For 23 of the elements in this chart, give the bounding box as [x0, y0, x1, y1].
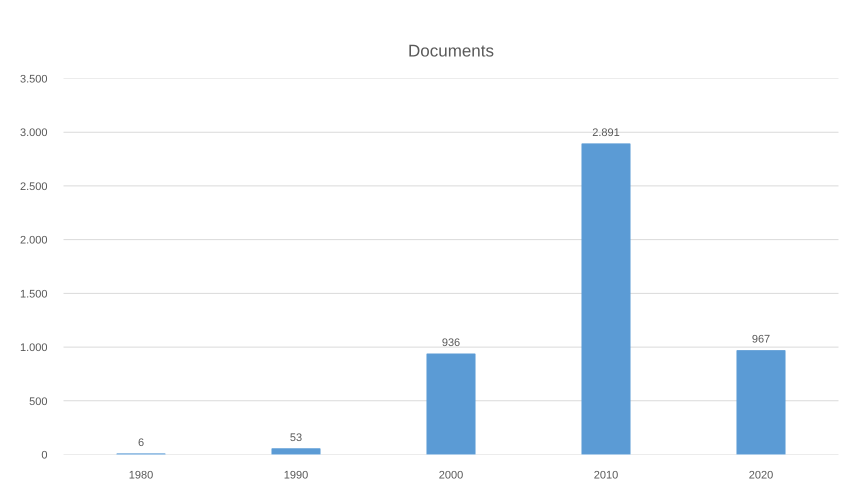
x-tick-label: 1980: [128, 470, 154, 482]
chart-title: Documents: [408, 42, 494, 60]
bar: [426, 353, 476, 454]
bar: [581, 143, 631, 454]
y-tick-label: 1.000: [20, 342, 48, 354]
y-tick-label: 3.000: [20, 127, 48, 140]
data-label: 967: [752, 334, 770, 346]
bar: [736, 350, 786, 454]
y-tick-label: 2.500: [20, 180, 48, 193]
y-tick-label: 3.500: [20, 74, 48, 86]
data-label: 2.891: [592, 126, 620, 139]
x-tick-label: 2020: [748, 470, 774, 482]
data-label: 6: [138, 436, 144, 449]
x-tick-label: 2010: [594, 470, 618, 482]
y-tick-label: 0: [41, 450, 48, 462]
y-tick-label: 500: [29, 396, 48, 408]
y-tick-label: 2.000: [20, 234, 48, 247]
x-tick-label: 1990: [284, 470, 308, 482]
x-tick-label: 2000: [438, 470, 464, 482]
bar: [271, 448, 321, 454]
data-label: 53: [290, 432, 302, 444]
y-tick-label: 1.500: [20, 288, 48, 300]
data-label: 936: [442, 336, 460, 349]
